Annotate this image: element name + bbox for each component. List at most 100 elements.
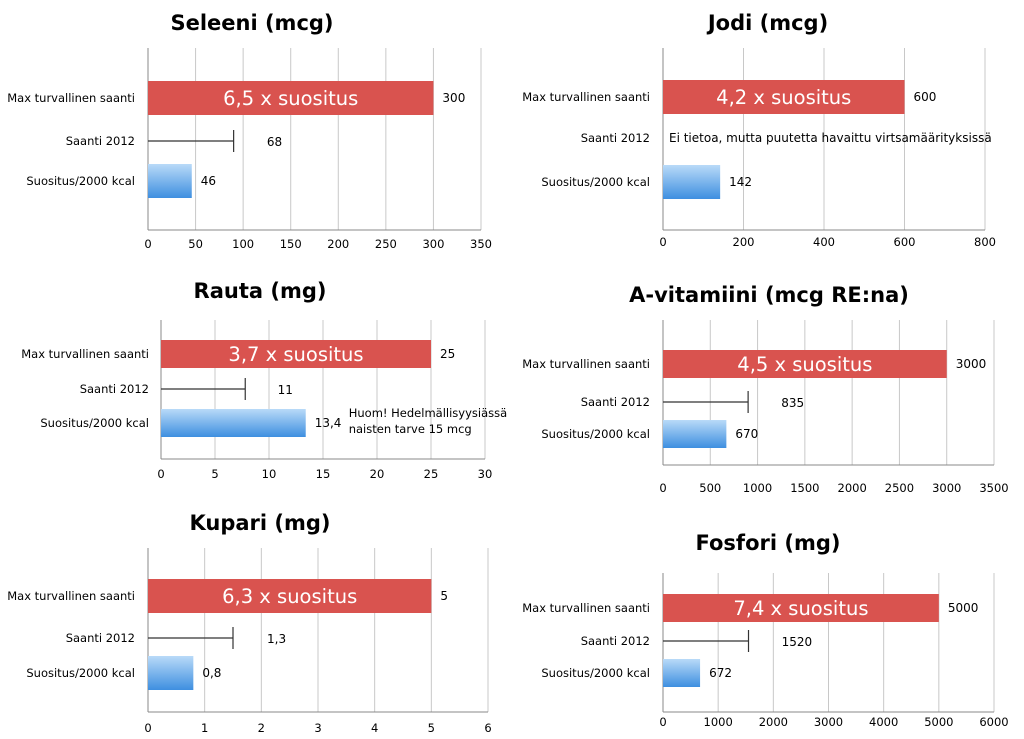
note-text: Huom! Hedelmällisyysiässä	[349, 406, 507, 420]
category-label-rec: Suositus/2000 kcal	[40, 416, 149, 430]
x-tick-label: 3500	[979, 481, 1008, 495]
x-tick-label: 5000	[924, 715, 953, 729]
x-tick-label: 300	[422, 237, 444, 251]
chart-title: Rauta (mg)	[194, 279, 327, 303]
x-tick-label: 0	[144, 237, 151, 251]
chart-title: Fosfori (mg)	[696, 531, 841, 555]
value-label-intake: 1520	[782, 635, 813, 649]
x-tick-label: 0	[157, 467, 164, 481]
chart-title: Kupari (mg)	[189, 511, 330, 535]
value-label-max: 5	[440, 589, 448, 603]
x-tick-label: 6000	[979, 715, 1008, 729]
category-label-rec: Suositus/2000 kcal	[26, 174, 135, 188]
x-tick-label: 350	[470, 237, 492, 251]
x-tick-label: 10	[262, 467, 277, 481]
value-label-intake: 835	[781, 396, 804, 410]
x-tick-label: 2	[258, 721, 265, 735]
x-tick-label: 1000	[704, 715, 733, 729]
value-label-recommendation: 670	[735, 427, 758, 441]
x-tick-label: 3	[314, 721, 321, 735]
bar-recommendation	[663, 659, 701, 687]
bar-recommendation	[148, 656, 194, 690]
x-tick-label: 30	[478, 467, 493, 481]
bar-max-safe-intake	[161, 340, 431, 368]
value-label-max: 25	[440, 347, 455, 361]
value-label-recommendation: 0,8	[202, 666, 221, 680]
bar-max-safe-intake	[663, 80, 905, 114]
x-tick-label: 3000	[814, 715, 843, 729]
category-label-max: Max turvallinen saanti	[7, 91, 135, 105]
category-label-intake: Saanti 2012	[66, 134, 135, 148]
x-tick-label: 25	[424, 467, 439, 481]
bar-max-safe-intake	[148, 579, 432, 613]
value-label-max: 5000	[948, 601, 979, 615]
category-label-max: Max turvallinen saanti	[522, 357, 650, 371]
x-tick-label: 500	[699, 481, 721, 495]
value-label-recommendation: 672	[709, 666, 732, 680]
value-label-intake: 68	[267, 135, 282, 149]
bar-ratio-label: 6,3 x suositus	[222, 585, 357, 608]
x-tick-label: 3000	[932, 481, 961, 495]
category-label-intake: Saanti 2012	[66, 631, 135, 645]
category-label-rec: Suositus/2000 kcal	[541, 666, 650, 680]
value-label-max: 300	[442, 91, 465, 105]
value-label-max: 3000	[956, 357, 987, 371]
chart-panel: Seleeni (mcg) 0 50 100 150 200 250 300 350 Max tu…	[7, 11, 492, 251]
chart-panel: Rauta (mg) 0 5 10 15 20 25 30 Max turvallinen sa…	[21, 279, 507, 481]
x-tick-label: 5	[211, 467, 218, 481]
x-tick-label: 2000	[838, 481, 867, 495]
value-label-recommendation: 142	[729, 175, 752, 189]
chart-panel: Kupari (mg) 0 1 2 3 4 5 6 Max turvallinen saanti…	[7, 511, 491, 735]
category-label-intake: Saanti 2012	[581, 395, 650, 409]
category-label-rec: Suositus/2000 kcal	[541, 175, 650, 189]
bar-max-safe-intake	[663, 594, 939, 622]
bar-ratio-label: 4,5 x suositus	[737, 353, 872, 376]
value-label-recommendation: 46	[201, 174, 216, 188]
chart-title: Jodi (mcg)	[706, 11, 828, 35]
bar-ratio-label: 7,4 x suositus	[733, 597, 868, 620]
x-tick-label: 400	[813, 235, 835, 249]
x-tick-label: 200	[327, 237, 349, 251]
x-tick-label: 2500	[885, 481, 914, 495]
x-tick-label: 50	[188, 237, 203, 251]
x-tick-label: 0	[659, 481, 666, 495]
category-label-max: Max turvallinen saanti	[522, 601, 650, 615]
x-tick-label: 20	[370, 467, 385, 481]
note-text: naisten tarve 15 mcg	[349, 422, 472, 436]
value-label-max: 600	[914, 90, 937, 104]
chart-title: Seleeni (mcg)	[170, 11, 333, 35]
category-label-rec: Suositus/2000 kcal	[26, 666, 135, 680]
x-tick-label: 6	[484, 721, 491, 735]
x-tick-label: 250	[375, 237, 397, 251]
x-tick-label: 4000	[869, 715, 898, 729]
category-label-max: Max turvallinen saanti	[21, 347, 149, 361]
x-tick-label: 1500	[790, 481, 819, 495]
x-tick-label: 2000	[759, 715, 788, 729]
x-tick-label: 1000	[743, 481, 772, 495]
chart-panel: Jodi (mcg) 0 200 400 600 800 Max turvallinen s…	[522, 11, 996, 249]
x-tick-label: 800	[974, 235, 996, 249]
value-label-recommendation: 13,4	[315, 416, 342, 430]
x-tick-label: 0	[659, 715, 666, 729]
bar-recommendation	[148, 164, 192, 198]
x-tick-label: 1	[201, 721, 208, 735]
value-label-intake: Ei tietoa, mutta puutetta havaittu virts…	[669, 131, 992, 145]
category-label-intake: Saanti 2012	[581, 634, 650, 648]
bar-max-safe-intake	[663, 350, 947, 378]
category-label-rec: Suositus/2000 kcal	[541, 427, 650, 441]
value-label-intake: 11	[278, 383, 293, 397]
bar-ratio-label: 4,2 x suositus	[716, 86, 851, 109]
bar-ratio-label: 3,7 x suositus	[228, 343, 363, 366]
chart-title: A-vitamiini (mcg RE:na)	[629, 283, 909, 307]
x-tick-label: 0	[144, 721, 151, 735]
x-tick-label: 4	[371, 721, 378, 735]
x-tick-label: 200	[733, 235, 755, 249]
bar-recommendation	[161, 409, 306, 437]
x-tick-label: 0	[659, 235, 666, 249]
bar-recommendation	[663, 165, 721, 199]
chart-panel: A-vitamiini (mcg RE:na) 0 500 1000 1500 2000 2…	[522, 283, 1008, 495]
x-tick-label: 15	[316, 467, 331, 481]
category-label-intake: Saanti 2012	[80, 382, 149, 396]
value-label-intake: 1,3	[267, 632, 286, 646]
